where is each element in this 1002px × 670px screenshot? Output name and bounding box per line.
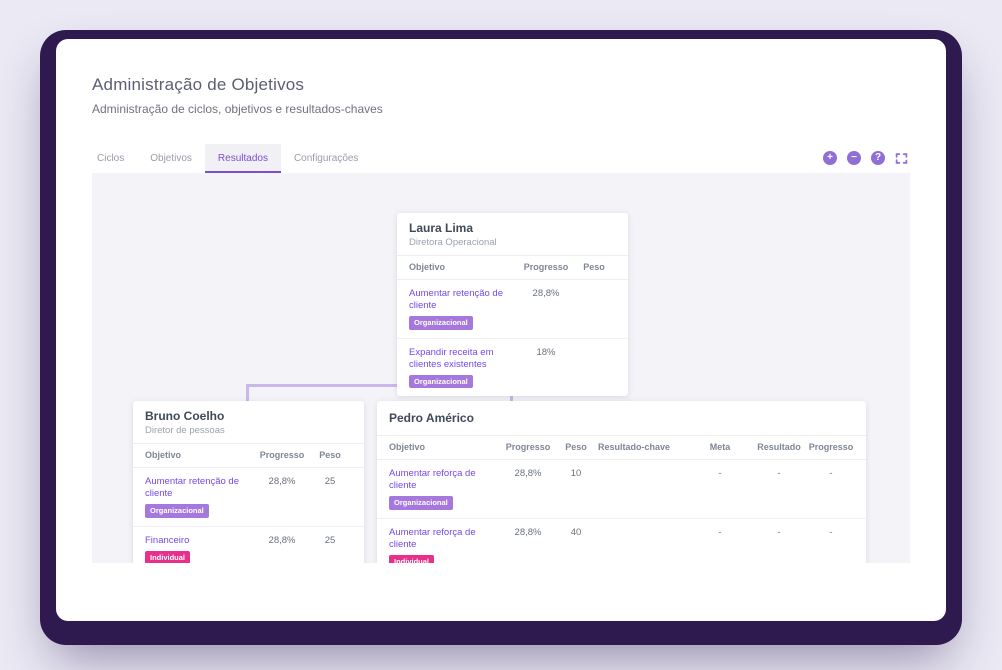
page-subtitle: Administração de ciclos, objetivos e res… — [92, 102, 383, 116]
objective-link[interactable]: Financeiro — [145, 534, 190, 546]
connector-line — [246, 384, 249, 401]
column-header-resultado-chave: Resultado-chave — [598, 442, 671, 452]
objective-link[interactable]: Aumentar reforça de cliente — [389, 468, 476, 491]
goal-value: - — [718, 468, 722, 479]
table-row: Aumentar retenção de cliente Organizacio… — [397, 280, 628, 339]
column-header-objetivo: Objetivo — [409, 262, 446, 272]
table-row: Expandir receita em clientes existentes … — [397, 339, 628, 397]
progress-value: 18% — [536, 346, 556, 358]
column-header-progresso: Progresso — [505, 442, 551, 452]
table-header-row: Objetivo Progresso Peso — [397, 255, 628, 280]
tag-badge: Individual — [145, 550, 191, 563]
progress-value: 28,8% — [268, 476, 296, 487]
table-row: Financeiro Individual 28,8% 25 — [133, 527, 364, 563]
app-window: Administração de Objetivos Administração… — [56, 39, 946, 621]
table-row: Aumentar reforça de cliente Organizacion… — [377, 460, 866, 519]
org-card-bruno-coelho: Bruno Coelho Diretor de pessoas Objetivo… — [133, 401, 364, 563]
card-header: Pedro Américo — [377, 401, 866, 435]
column-header-progresso-2: Progresso — [808, 442, 854, 452]
canvas-toolbar: + − ? — [823, 151, 908, 173]
weight-value: 10 — [570, 468, 582, 479]
org-chart-canvas[interactable]: Laura Lima Diretora Operacional Objetivo… — [92, 173, 910, 563]
column-header-progresso: Progresso — [259, 450, 305, 460]
column-header-peso: Peso — [583, 262, 605, 272]
weight-value: 40 — [570, 526, 582, 538]
table-row: Aumentar retenção de cliente Organizacio… — [133, 468, 364, 527]
person-role: Diretora Operacional — [409, 237, 497, 248]
progress-value: 28,8% — [268, 534, 296, 546]
column-header-progresso: Progresso — [523, 262, 569, 272]
zoom-in-icon[interactable]: + — [823, 151, 837, 165]
goal-value: - — [718, 526, 722, 538]
org-card-pedro-americo: Pedro Américo Objetivo Progresso Peso Re… — [377, 401, 866, 563]
column-header-meta: Meta — [709, 442, 731, 452]
page-header: Administração de Objetivos Administração… — [56, 39, 946, 116]
objective-link[interactable]: Expandir receita em clientes existentes — [409, 346, 494, 370]
card-header: Laura Lima Diretora Operacional — [397, 213, 628, 255]
zoom-out-icon[interactable]: − — [847, 151, 861, 165]
tag-badge: Organizacional — [145, 504, 209, 518]
progress-value: 28,8% — [514, 468, 542, 479]
tab-resultados[interactable]: Resultados — [204, 144, 281, 173]
objective-link[interactable]: Aumentar retenção de cliente — [145, 476, 240, 499]
weight-value: 25 — [324, 534, 336, 546]
fullscreen-icon[interactable] — [895, 152, 908, 165]
result-value: - — [777, 526, 781, 538]
tabs: Ciclos Objetivos Resultados Configuraçõe… — [84, 144, 371, 173]
card-header: Bruno Coelho Diretor de pessoas — [133, 401, 364, 443]
table-header-row: Objetivo Progresso Peso — [133, 443, 364, 468]
org-card-laura-lima: Laura Lima Diretora Operacional Objetivo… — [397, 213, 628, 396]
objective-link[interactable]: Aumentar reforça de cliente — [389, 526, 476, 550]
table-row: Aumentar reforça de cliente Individual 2… — [377, 519, 866, 563]
progress-value: 28,8% — [514, 526, 542, 538]
person-name: Pedro Américo — [389, 411, 474, 425]
tag-badge: Individual — [389, 554, 435, 563]
objective-link[interactable]: Aumentar retenção de cliente — [409, 288, 504, 311]
person-name: Laura Lima — [409, 221, 474, 235]
tab-configuracoes[interactable]: Configurações — [293, 153, 359, 164]
tab-bar: Ciclos Objetivos Resultados Configuraçõe… — [56, 144, 946, 173]
weight-value: 25 — [324, 476, 336, 487]
column-header-peso: Peso — [565, 442, 587, 452]
progress-value: 28,8% — [532, 288, 560, 299]
column-header-objetivo: Objetivo — [145, 450, 182, 460]
result-value: - — [777, 468, 781, 479]
table-header-row: Objetivo Progresso Peso Resultado-chave … — [377, 435, 866, 460]
person-name: Bruno Coelho — [145, 409, 225, 423]
person-role: Diretor de pessoas — [145, 425, 225, 436]
page-title: Administração de Objetivos — [92, 75, 305, 94]
tag-badge: Organizacional — [409, 316, 473, 330]
result-progress-value: - — [829, 468, 833, 479]
tab-objetivos[interactable]: Objetivos — [150, 153, 192, 164]
result-progress-value: - — [829, 526, 833, 538]
help-icon[interactable]: ? — [871, 151, 885, 165]
tab-ciclos[interactable]: Ciclos — [97, 153, 125, 164]
tag-badge: Organizacional — [389, 496, 453, 510]
app-frame: Administração de Objetivos Administração… — [40, 30, 962, 645]
column-header-resultado: Resultado — [757, 442, 801, 452]
column-header-objetivo: Objetivo — [389, 442, 426, 452]
connector-line — [246, 384, 513, 387]
column-header-peso: Peso — [319, 450, 341, 460]
tag-badge: Organizacional — [409, 374, 473, 388]
